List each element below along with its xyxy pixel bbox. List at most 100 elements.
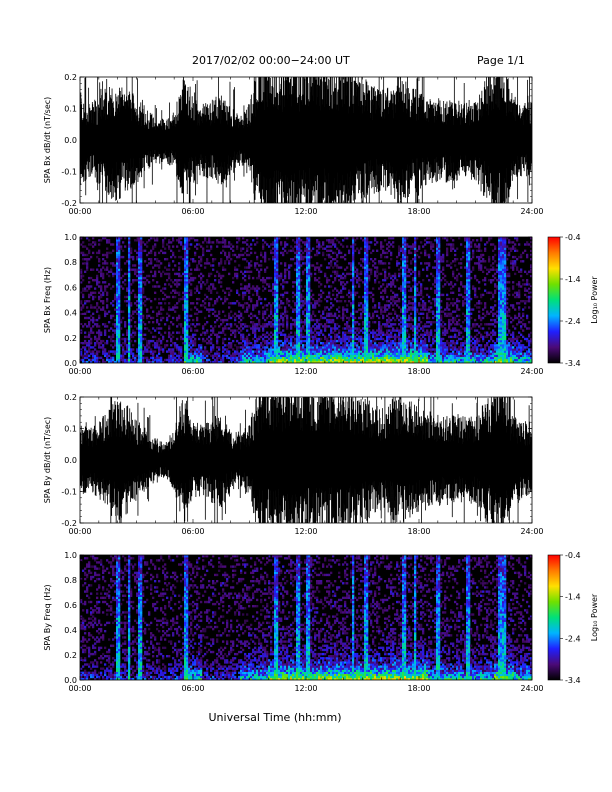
spectrogram-cell <box>184 356 187 360</box>
spectrogram-cell <box>272 243 275 246</box>
spectrogram-cell <box>358 323 361 326</box>
spectrogram-cell <box>394 339 397 343</box>
spectrogram-cell <box>140 310 143 313</box>
spectrogram-cell <box>118 291 121 294</box>
spectrogram-cell <box>296 321 299 324</box>
spectrogram-cell <box>122 255 125 259</box>
spectrogram-cell <box>310 249 313 252</box>
spectrogram-cell <box>294 245 297 248</box>
spectrogram-cell <box>184 310 187 313</box>
spectrogram-cell <box>184 314 187 318</box>
spectrogram-cell <box>302 344 305 347</box>
spectrogram-cell <box>226 354 229 357</box>
spectrogram-cell <box>270 251 273 255</box>
spectrogram-cell <box>118 356 121 360</box>
spectrogram-cell <box>164 272 167 276</box>
spectrogram-cell <box>184 293 187 297</box>
spectrogram-cell <box>288 264 291 267</box>
spectrogram-cell <box>418 255 421 259</box>
spectrogram-cell <box>104 352 107 355</box>
spectrogram-cell <box>402 262 405 265</box>
spectrogram-cell <box>202 253 205 257</box>
spectrogram-cell <box>128 350 131 353</box>
spectrogram-cell <box>204 333 207 336</box>
spectrogram-cell <box>98 329 101 332</box>
spectrogram-cell <box>210 348 213 351</box>
spectrogram-cell <box>414 247 417 250</box>
spectrogram-cell <box>118 276 121 280</box>
spectrogram-cell <box>384 352 387 355</box>
spectrogram-cell <box>306 306 309 309</box>
spectrogram-cell <box>122 358 125 362</box>
spectrogram-cell <box>384 308 387 311</box>
spectrogram-cell <box>368 358 371 362</box>
spectrogram-cell <box>366 327 369 330</box>
spectrogram-cell <box>362 239 365 242</box>
spectrogram-cell <box>298 289 301 292</box>
spectrogram-cell <box>178 262 181 265</box>
spectrogram-cell <box>366 249 369 252</box>
spectrogram-cell <box>248 266 251 269</box>
spectrogram-cell <box>132 331 135 334</box>
spectrogram-cell <box>344 335 347 339</box>
spectrogram-cell <box>214 279 217 282</box>
spectrogram-cell <box>390 350 393 353</box>
spectrogram-cell <box>318 247 321 250</box>
spectrogram-cell <box>328 291 331 294</box>
spectrogram-cell <box>296 289 299 292</box>
spectrogram-cell <box>124 300 127 303</box>
spectrogram-cell <box>318 297 321 301</box>
spectrogram-cell <box>252 293 255 297</box>
spectrogram-cell <box>394 310 397 313</box>
spectrogram-cell <box>376 360 379 363</box>
spectrogram-cell <box>372 350 375 353</box>
spectrogram-cell <box>218 295 221 299</box>
spectrogram-cell <box>224 291 227 294</box>
spectrogram-cell <box>308 251 311 255</box>
spectrogram-cell <box>316 354 319 357</box>
spectrogram-cell <box>248 346 251 349</box>
spectrogram-cell <box>186 321 189 324</box>
spectrogram-cell <box>296 291 299 294</box>
spectrogram-cell <box>130 314 133 318</box>
spectrogram-cell <box>160 356 163 360</box>
spectrogram-cell <box>244 291 247 294</box>
spectrogram-cell <box>312 247 315 250</box>
spectrogram-cell <box>402 329 405 332</box>
spectrogram-cell <box>160 358 163 362</box>
spectrogram-cell <box>240 335 243 339</box>
spectrogram-cell <box>274 289 277 292</box>
spectrogram-cell <box>140 337 143 341</box>
spectrogram-cell <box>194 253 197 257</box>
spectrogram-cell <box>280 339 283 343</box>
spectrogram-cell <box>386 360 389 363</box>
spectrogram-cell <box>210 253 213 257</box>
spectrogram-cell <box>388 249 391 252</box>
spectrogram-cell <box>388 312 391 315</box>
spectrogram-cell <box>308 306 311 309</box>
spectrogram-cell <box>158 323 161 326</box>
spectrogram-cell <box>378 281 381 284</box>
spectrogram-cell <box>270 346 273 349</box>
spectrogram-cell <box>158 344 161 347</box>
spectrogram-cell <box>376 249 379 252</box>
spectrogram-cell <box>86 237 89 240</box>
spectrogram-cell <box>128 293 131 297</box>
spectrogram-cell <box>360 316 363 320</box>
spectrogram-cell <box>270 342 273 345</box>
spectrogram-cell <box>186 360 189 363</box>
spectrogram-cell <box>304 268 307 271</box>
spectrogram-cell <box>400 329 403 332</box>
spectrogram-cell <box>298 293 301 297</box>
spectrogram-cell <box>388 306 391 309</box>
spectrogram-cell <box>122 352 125 355</box>
spectrogram-cell <box>314 356 317 360</box>
spectrogram-cell <box>352 266 355 269</box>
spectrogram-cell <box>368 348 371 351</box>
spectrogram-cell <box>316 356 319 360</box>
spectrogram-cell <box>94 287 97 290</box>
spectrogram-cell <box>314 272 317 276</box>
spectrogram-cell <box>302 289 305 292</box>
spectrogram-cell <box>242 237 245 240</box>
spectrogram-cell <box>102 352 105 355</box>
